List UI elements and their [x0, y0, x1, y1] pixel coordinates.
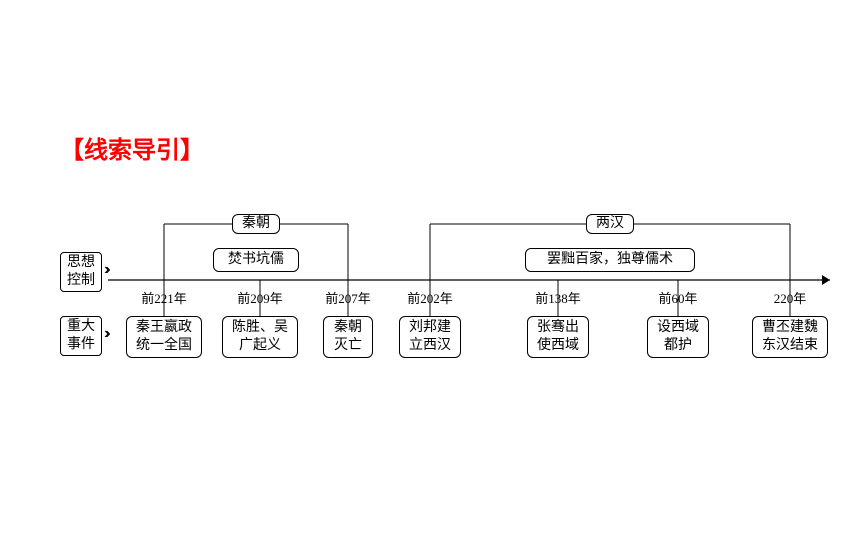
event-box: 刘邦建 立西汉: [399, 316, 461, 358]
event-box: 曹丕建魏 东汉结束: [752, 316, 828, 358]
dynasty-label: 秦朝: [232, 214, 280, 234]
dynasty-label: 两汉: [586, 214, 634, 234]
year-label: 前60年: [643, 288, 713, 307]
thought-box: 罢黜百家，独尊儒术: [525, 248, 695, 272]
year-label: 前207年: [313, 288, 383, 307]
chevron-right-icon: ››: [104, 261, 107, 279]
year-label: 前138年: [523, 288, 593, 307]
year-label: 前209年: [225, 288, 295, 307]
year-label: 前221年: [129, 288, 199, 307]
event-box: 设西域 都护: [647, 316, 709, 358]
event-box: 秦王嬴政 统一全国: [126, 316, 202, 358]
year-label: 前202年: [395, 288, 465, 307]
event-box: 秦朝 灭亡: [323, 316, 373, 358]
timeline-svg: [0, 0, 860, 537]
event-box: 陈胜、吴 广起义: [222, 316, 298, 358]
thought-box: 焚书坑儒: [213, 248, 299, 272]
row-label-thought: 思想 控制: [60, 252, 102, 292]
row-label-events: 重大 事件: [60, 316, 102, 356]
event-box: 张骞出 使西域: [527, 316, 589, 358]
year-label: 220年: [755, 288, 825, 307]
chevron-right-icon: ››: [104, 325, 107, 343]
